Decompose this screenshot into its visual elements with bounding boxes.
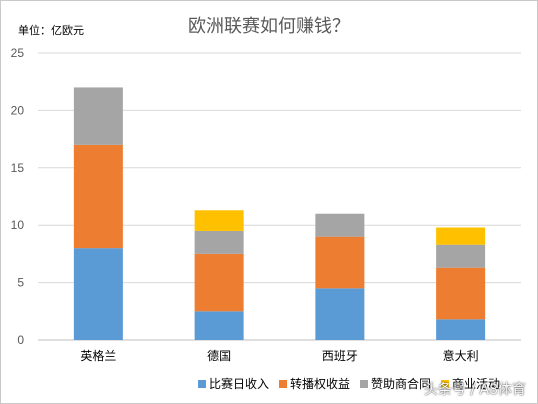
bar-segment-1-0 (73, 144, 123, 249)
x-tick-label: 德国 (207, 348, 231, 363)
bar-segment-0-0 (73, 248, 123, 340)
bar-segment-2-0 (73, 87, 123, 145)
unit-label: 单位：亿欧元 (18, 24, 84, 37)
legend-swatch (198, 379, 206, 388)
legend-label: 转播权收益 (290, 377, 351, 391)
y-tick-label: 0 (17, 333, 24, 347)
y-tick-label: 20 (11, 103, 25, 117)
chart-legend: 比赛日收入 转播权收益 赞助商合同 商业活动 (198, 375, 500, 392)
chart-title: 欧洲联赛如何赚钱？ (188, 16, 350, 37)
legend-item: 比赛日收入 (198, 375, 269, 392)
bar-segment-1-3 (436, 267, 486, 320)
legend-item: 转播权收益 (279, 375, 350, 392)
legend-swatch (441, 379, 450, 388)
x-tick-label: 英格兰 (80, 348, 116, 363)
legend-label: 比赛日收入 (209, 377, 270, 391)
y-tick-label: 10 (11, 218, 25, 232)
bar-segment-3-3 (436, 227, 486, 245)
legend-item: 商业活动 (441, 375, 500, 392)
bar-segment-2-1 (194, 230, 244, 254)
legend-label: 商业活动 (452, 377, 501, 391)
y-tick-label: 15 (11, 161, 25, 175)
bar-segment-0-1 (194, 311, 244, 340)
legend-item: 赞助商合同 (360, 375, 431, 392)
bar-segment-1-1 (194, 253, 244, 312)
bar-segment-3-1 (194, 210, 244, 231)
bar-segment-2-3 (436, 244, 486, 268)
y-tick-label: 25 (11, 46, 25, 60)
watermark: 头条号 / A8体育 (423, 382, 526, 398)
x-tick-label: 西班牙 (322, 349, 358, 363)
bar-segment-0-2 (315, 288, 365, 340)
bar-segment-2-2 (315, 213, 365, 237)
y-tick-label: 5 (17, 276, 24, 290)
bar-segment-0-3 (436, 319, 486, 340)
legend-label: 赞助商合同 (371, 377, 432, 391)
legend-swatch (360, 379, 369, 388)
bar-segment-1-2 (315, 236, 365, 289)
legend-swatch (279, 379, 288, 388)
x-tick-label: 意大利 (443, 348, 479, 363)
